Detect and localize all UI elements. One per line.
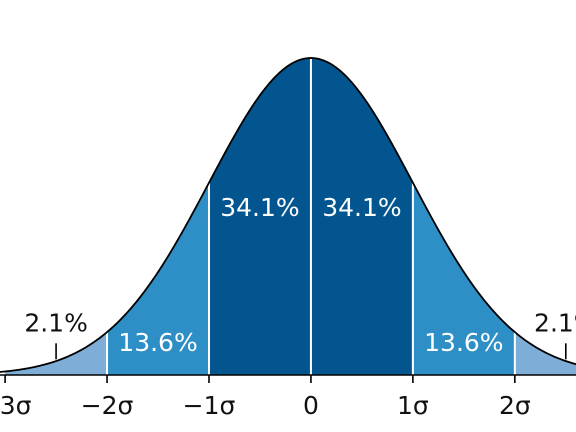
x-tick-label-3: −1σ [183, 391, 236, 420]
density-curve [0, 57, 576, 373]
x-tick-label-4: 0 [303, 391, 319, 420]
x-tick-label-6: 2σ [499, 391, 531, 420]
percent-label-1: 34.1% [220, 193, 299, 222]
percent-label-5: 2.1% [24, 308, 88, 337]
percent-label-2: 34.1% [322, 193, 401, 222]
percent-label-3: 13.6% [118, 328, 197, 357]
percent-label-4: 13.6% [424, 328, 503, 357]
x-tick-label-5: 1σ [397, 391, 429, 420]
x-tick-label-2: −2σ [81, 391, 134, 420]
x-tick-label-1: −3σ [0, 391, 32, 420]
percent-label-6: 2.1% [534, 308, 576, 337]
band-1 [5, 332, 108, 375]
band-6 [514, 332, 576, 375]
